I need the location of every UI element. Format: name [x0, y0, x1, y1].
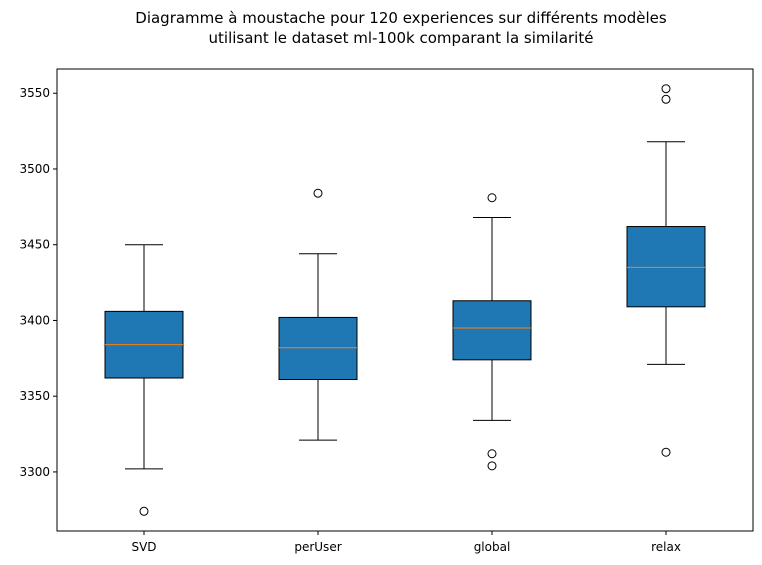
- chart-title-line-1: Diagramme à moustache pour 120 experienc…: [135, 9, 667, 27]
- x-tick-label: perUser: [294, 540, 341, 554]
- outlier-point: [661, 94, 671, 104]
- outlier-point: [487, 193, 497, 203]
- outlier-point: [661, 84, 671, 94]
- y-tick-label: 3550: [19, 86, 50, 100]
- y-axis: 3300 3350 3400 3450 3500 3550: [19, 86, 57, 479]
- box-perUser: [278, 188, 358, 441]
- y-tick-label: 3350: [19, 389, 50, 403]
- plot-marks: [104, 84, 706, 516]
- box-body: [278, 316, 358, 381]
- chart-title-line-2: utilisant le dataset ml-100k comparant l…: [208, 29, 594, 47]
- box-SVD: [104, 244, 184, 516]
- x-tick-label: relax: [651, 540, 681, 554]
- x-axis: SVD perUser global relax: [131, 531, 681, 554]
- outlier-point: [487, 449, 497, 459]
- box-body: [452, 300, 532, 361]
- box-global: [452, 193, 532, 471]
- outlier-point: [661, 447, 671, 457]
- y-tick-label: 3400: [19, 313, 50, 327]
- box-relax: [626, 84, 706, 457]
- chart-title: Diagramme à moustache pour 120 experienc…: [0, 8, 762, 48]
- y-tick-label: 3500: [19, 162, 50, 176]
- x-tick-label: global: [474, 540, 511, 554]
- box-body: [626, 226, 706, 308]
- y-tick-label: 3300: [19, 465, 50, 479]
- y-tick-label: 3450: [19, 238, 50, 252]
- outlier-point: [487, 461, 497, 471]
- x-tick-label: SVD: [131, 540, 156, 554]
- outlier-point: [139, 506, 149, 516]
- plot-frame: [56, 68, 754, 532]
- outlier-point: [313, 188, 323, 198]
